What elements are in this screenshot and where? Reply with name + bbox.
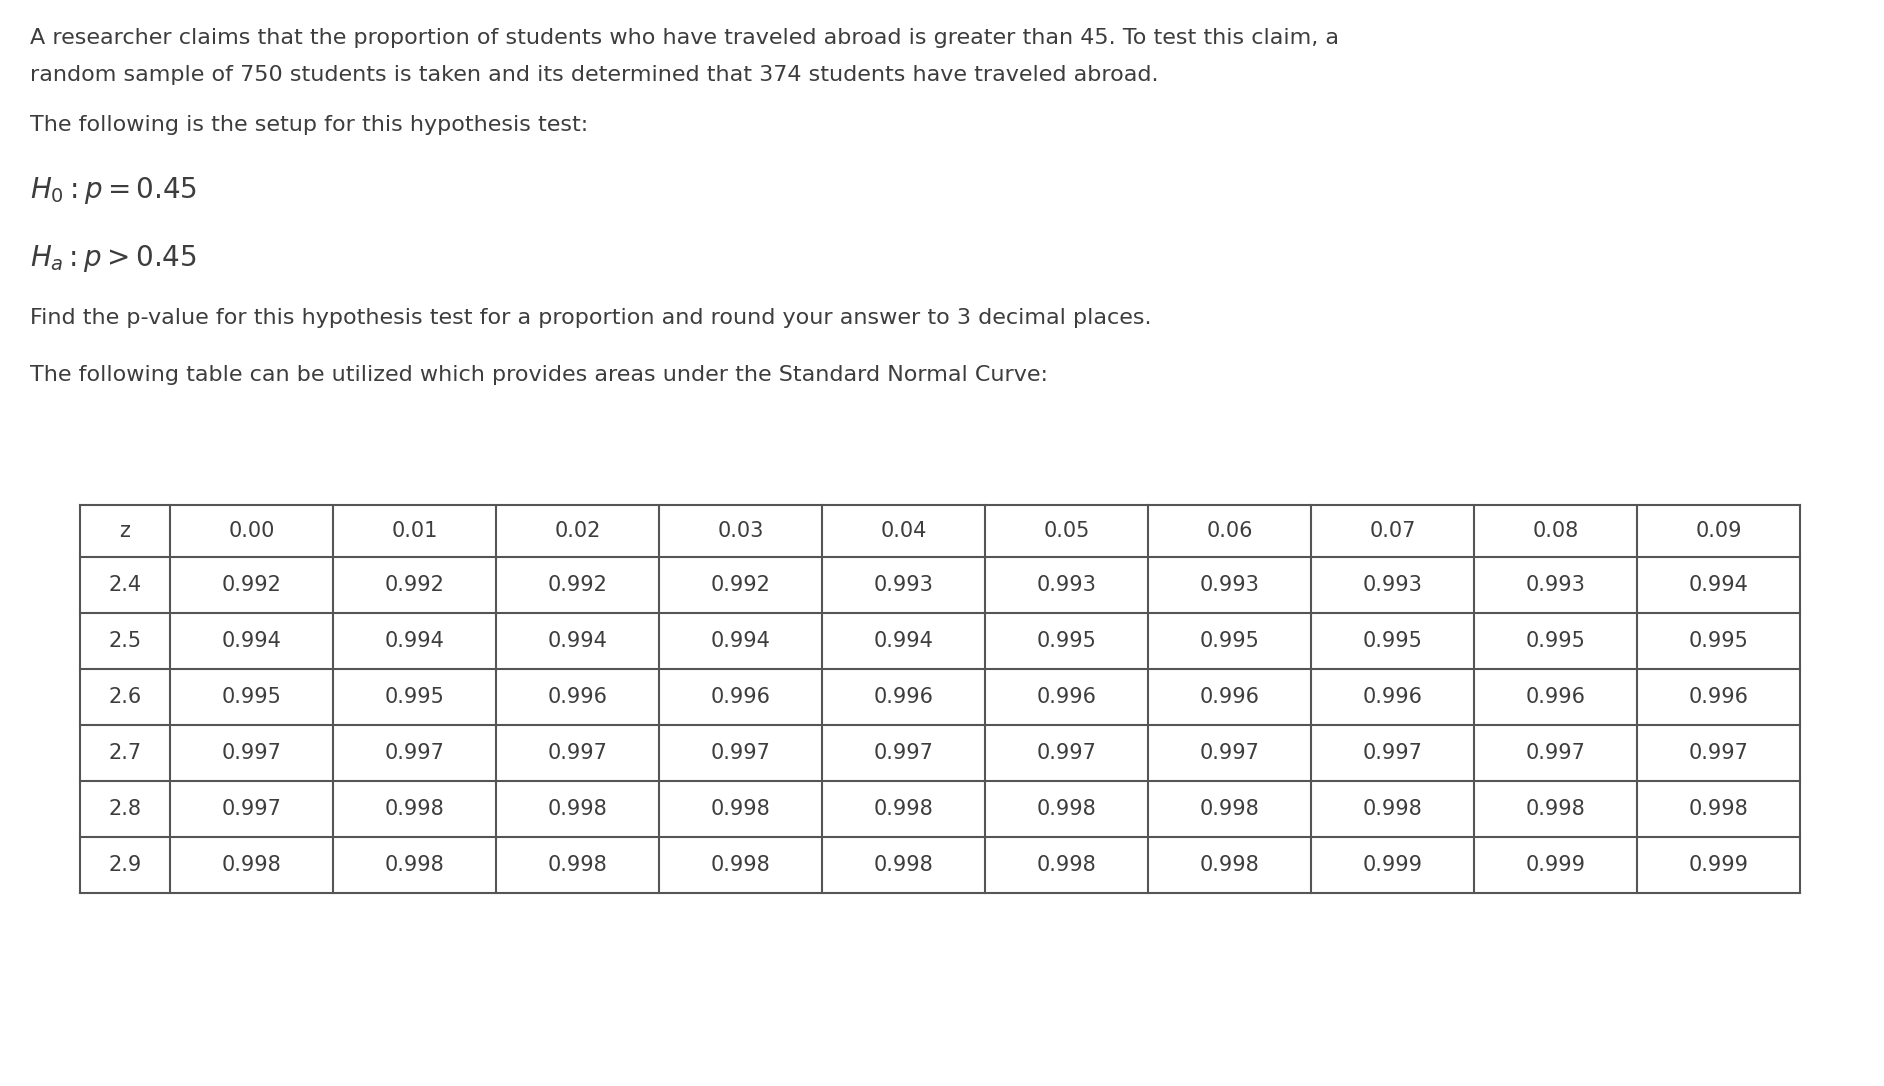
Text: 0.998: 0.998 bbox=[548, 855, 607, 875]
Text: 0.997: 0.997 bbox=[384, 743, 445, 763]
Text: 2.8: 2.8 bbox=[109, 799, 141, 819]
Text: 0.09: 0.09 bbox=[1696, 521, 1741, 541]
Text: 0.996: 0.996 bbox=[710, 687, 771, 707]
Text: 0.998: 0.998 bbox=[1362, 799, 1422, 819]
Text: 0.996: 0.996 bbox=[548, 687, 607, 707]
Text: 0.992: 0.992 bbox=[384, 574, 445, 595]
Text: 0.997: 0.997 bbox=[1362, 743, 1422, 763]
Text: 0.994: 0.994 bbox=[1688, 574, 1748, 595]
Text: Find the p-value for this hypothesis test for a proportion and round your answer: Find the p-value for this hypothesis tes… bbox=[30, 308, 1151, 328]
Text: $H_0 : p = 0.45$: $H_0 : p = 0.45$ bbox=[30, 175, 198, 206]
Text: 0.999: 0.999 bbox=[1688, 855, 1748, 875]
Text: 0.996: 0.996 bbox=[1362, 687, 1422, 707]
Text: 0.998: 0.998 bbox=[710, 855, 771, 875]
Text: 0.996: 0.996 bbox=[1200, 687, 1260, 707]
Text: 0.998: 0.998 bbox=[874, 799, 933, 819]
Text: 0.992: 0.992 bbox=[222, 574, 281, 595]
Text: 0.01: 0.01 bbox=[392, 521, 437, 541]
Text: 0.997: 0.997 bbox=[1688, 743, 1748, 763]
Text: 0.995: 0.995 bbox=[1362, 631, 1422, 651]
Text: 2.6: 2.6 bbox=[109, 687, 141, 707]
Text: 0.04: 0.04 bbox=[880, 521, 927, 541]
Text: 0.998: 0.998 bbox=[1526, 799, 1584, 819]
Text: A researcher claims that the proportion of students who have traveled abroad is : A researcher claims that the proportion … bbox=[30, 28, 1340, 48]
Text: 0.995: 0.995 bbox=[222, 687, 281, 707]
Text: 0.998: 0.998 bbox=[1200, 855, 1259, 875]
Text: 0.997: 0.997 bbox=[548, 743, 607, 763]
Text: The following is the setup for this hypothesis test:: The following is the setup for this hypo… bbox=[30, 115, 588, 135]
Text: 2.7: 2.7 bbox=[109, 743, 141, 763]
Text: 0.997: 0.997 bbox=[222, 743, 281, 763]
Text: 0.999: 0.999 bbox=[1362, 855, 1422, 875]
Text: 0.997: 0.997 bbox=[874, 743, 933, 763]
Text: 0.997: 0.997 bbox=[1200, 743, 1259, 763]
Text: 0.994: 0.994 bbox=[384, 631, 445, 651]
Text: 0.993: 0.993 bbox=[874, 574, 933, 595]
Text: 0.993: 0.993 bbox=[1526, 574, 1586, 595]
Text: 0.998: 0.998 bbox=[1688, 799, 1748, 819]
Text: z: z bbox=[119, 521, 130, 541]
Text: 0.994: 0.994 bbox=[548, 631, 607, 651]
Text: 0.998: 0.998 bbox=[710, 799, 771, 819]
Text: 0.997: 0.997 bbox=[710, 743, 771, 763]
Text: The following table can be utilized which provides areas under the Standard Norm: The following table can be utilized whic… bbox=[30, 365, 1048, 386]
Text: random sample of 750 students is taken and its determined that 374 students have: random sample of 750 students is taken a… bbox=[30, 65, 1159, 85]
Text: 0.998: 0.998 bbox=[384, 855, 445, 875]
Text: 0.994: 0.994 bbox=[222, 631, 281, 651]
Text: 0.993: 0.993 bbox=[1036, 574, 1096, 595]
Text: 0.998: 0.998 bbox=[1036, 855, 1096, 875]
Text: 0.994: 0.994 bbox=[710, 631, 771, 651]
Text: 0.995: 0.995 bbox=[1200, 631, 1259, 651]
Text: 0.994: 0.994 bbox=[874, 631, 933, 651]
Text: 2.4: 2.4 bbox=[109, 574, 141, 595]
Text: 0.997: 0.997 bbox=[1036, 743, 1096, 763]
Text: 0.998: 0.998 bbox=[222, 855, 281, 875]
Text: 0.993: 0.993 bbox=[1362, 574, 1422, 595]
Text: 0.995: 0.995 bbox=[1036, 631, 1096, 651]
Text: 0.998: 0.998 bbox=[548, 799, 607, 819]
Text: $H_a : p > 0.45$: $H_a : p > 0.45$ bbox=[30, 243, 196, 274]
Text: 0.995: 0.995 bbox=[1526, 631, 1586, 651]
Text: 0.997: 0.997 bbox=[1526, 743, 1586, 763]
Text: 0.996: 0.996 bbox=[1526, 687, 1586, 707]
Text: 0.996: 0.996 bbox=[1688, 687, 1748, 707]
Text: 0.998: 0.998 bbox=[384, 799, 445, 819]
Text: 0.992: 0.992 bbox=[548, 574, 607, 595]
Text: 0.08: 0.08 bbox=[1532, 521, 1579, 541]
Text: 0.992: 0.992 bbox=[710, 574, 771, 595]
Text: 0.995: 0.995 bbox=[1688, 631, 1748, 651]
Text: 0.996: 0.996 bbox=[874, 687, 933, 707]
Text: 0.06: 0.06 bbox=[1206, 521, 1253, 541]
Text: 2.5: 2.5 bbox=[109, 631, 141, 651]
Text: 0.03: 0.03 bbox=[718, 521, 763, 541]
Text: 0.995: 0.995 bbox=[384, 687, 445, 707]
Text: 0.999: 0.999 bbox=[1526, 855, 1586, 875]
Text: 0.07: 0.07 bbox=[1370, 521, 1415, 541]
Text: 0.997: 0.997 bbox=[222, 799, 281, 819]
Text: 0.996: 0.996 bbox=[1036, 687, 1096, 707]
Text: 0.993: 0.993 bbox=[1200, 574, 1259, 595]
Text: 0.02: 0.02 bbox=[554, 521, 601, 541]
Text: 0.998: 0.998 bbox=[1200, 799, 1259, 819]
Text: 0.998: 0.998 bbox=[874, 855, 933, 875]
Text: 2.9: 2.9 bbox=[109, 855, 141, 875]
Text: 0.00: 0.00 bbox=[228, 521, 275, 541]
Text: 0.998: 0.998 bbox=[1036, 799, 1096, 819]
Text: 0.05: 0.05 bbox=[1044, 521, 1089, 541]
